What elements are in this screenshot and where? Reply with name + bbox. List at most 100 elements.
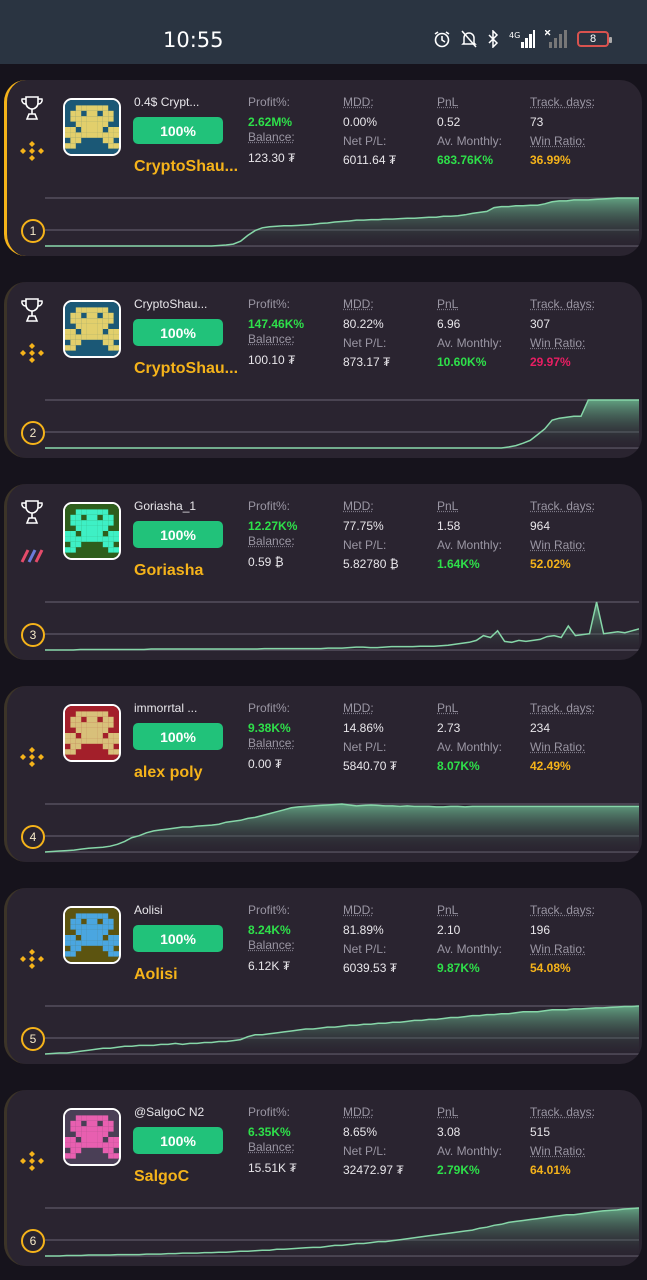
win-ratio-value: 42.49% [530, 759, 571, 773]
bot-name[interactable]: immorrtal ... [134, 701, 198, 715]
status-icons: 4G 8 [433, 30, 612, 48]
win-ratio-value: 29.97% [530, 355, 571, 369]
av-monthly-value: 8.07K% [437, 759, 480, 773]
owner-name[interactable]: alex poly [134, 764, 203, 781]
balance-label: Balance: [248, 534, 295, 548]
percent-badge: 100% [133, 723, 223, 750]
owner-name[interactable]: CryptoShau... [134, 158, 239, 175]
bot-name[interactable]: CryptoShau... [134, 297, 208, 311]
profit-value: 9.38K% [248, 721, 291, 735]
track-days-value: 234 [530, 721, 551, 735]
track-days-label: Track. days: [530, 95, 595, 109]
binance-icon [19, 138, 45, 169]
net-pl-label: Net P/L: [343, 1144, 387, 1158]
profit-label: Profit%: [248, 297, 291, 311]
rank-badge: 1 [21, 219, 45, 243]
track-days-label: Track. days: [530, 701, 595, 715]
profit-label: Profit%: [248, 95, 291, 109]
balance-value: 6.12K ₮ [248, 959, 291, 973]
win-ratio-value: 54.08% [530, 961, 571, 975]
net-pl-value: 32472.97 ₮ [343, 1163, 404, 1177]
bot-card[interactable]: Aolisi 100% Aolisi Profit%: 8.24K% Balance: 6.… [4, 888, 642, 1064]
bot-avatar[interactable] [63, 98, 121, 156]
profit-value: 12.27K% [248, 519, 298, 533]
track-days-label: Track. days: [530, 903, 595, 917]
av-monthly-label: Av. Monthly: [437, 740, 502, 754]
owner-name[interactable]: SalgoC [134, 1168, 190, 1185]
balance-label: Balance: [248, 938, 295, 952]
track-days-label: Track. days: [530, 1105, 595, 1119]
balance-label: Balance: [248, 1140, 295, 1154]
equity-line [45, 197, 639, 247]
win-ratio-value: 52.02% [530, 557, 571, 571]
profit-value: 2.62M% [248, 115, 293, 129]
profit-label: Profit%: [248, 1105, 291, 1119]
equity-chart [45, 803, 639, 853]
binance-icon [19, 1148, 45, 1179]
bot-name[interactable]: Aolisi [134, 903, 163, 917]
bot-card[interactable]: immorrtal ... 100% alex poly Profit%: 9.38K%… [4, 686, 642, 862]
mdd-label: MDD: [343, 297, 374, 311]
percent-badge: 100% [133, 521, 223, 548]
bot-name[interactable]: @SalgoC N2 [134, 1105, 205, 1119]
win-ratio-label: Win Ratio: [530, 1144, 586, 1158]
bot-name[interactable]: 0.4$ Crypt... [134, 95, 200, 109]
equity-area [45, 1208, 639, 1256]
track-days-value: 73 [530, 115, 544, 129]
net-pl-value: 5.82780 ₿ [343, 557, 399, 571]
pnl-value: 0.52 [437, 115, 461, 129]
rank-badge: 6 [21, 1229, 45, 1253]
equity-line [45, 601, 639, 651]
track-days-value: 515 [530, 1125, 551, 1139]
balance-value: 0.59 ₿ [248, 555, 284, 569]
track-days-value: 196 [530, 923, 551, 937]
clock: 10:55 [163, 28, 224, 52]
trophy-icon [19, 94, 45, 127]
bot-name[interactable]: Goriasha_1 [134, 499, 197, 513]
balance-value: 123.30 ₮ [248, 151, 296, 165]
profit-label: Profit%: [248, 701, 291, 715]
profit-value: 8.24K% [248, 923, 291, 937]
bot-avatar[interactable] [63, 502, 121, 560]
bot-card[interactable]: @SalgoC N2 100% SalgoC Profit%: 6.35K% Balanc… [4, 1090, 642, 1266]
win-ratio-value: 64.01% [530, 1163, 571, 1177]
owner-name[interactable]: CryptoShau... [134, 360, 239, 377]
owner-name[interactable]: Goriasha [134, 562, 204, 579]
bot-avatar[interactable] [63, 704, 121, 762]
equity-chart [45, 399, 639, 449]
track-days-value: 964 [530, 519, 551, 533]
percent-badge: 100% [133, 925, 223, 952]
bot-avatar[interactable] [63, 906, 121, 964]
bot-card[interactable]: Goriasha_1 100% Goriasha Profit%: 12.27K% Bal… [4, 484, 642, 660]
bot-card[interactable]: CryptoShau... 100% CryptoShau... Profit%: 14… [4, 282, 642, 458]
win-ratio-label: Win Ratio: [530, 134, 586, 148]
net-pl-label: Net P/L: [343, 538, 387, 552]
equity-area [45, 602, 639, 650]
equity-line [45, 399, 639, 449]
mdd-label: MDD: [343, 95, 374, 109]
bluetooth-icon [488, 30, 499, 48]
battery-icon: 8 [577, 31, 612, 47]
pnl-label: PnL [437, 95, 459, 109]
bot-avatar[interactable] [63, 1108, 121, 1166]
trophy-icon [19, 296, 45, 329]
win-ratio-label: Win Ratio: [530, 336, 586, 350]
pnl-label: PnL [437, 903, 459, 917]
owner-name[interactable]: Aolisi [134, 966, 178, 983]
bot-avatar[interactable] [63, 300, 121, 358]
av-monthly-value: 9.87K% [437, 961, 480, 975]
equity-area [45, 1006, 639, 1054]
track-days-label: Track. days: [530, 297, 595, 311]
bybit-icon [19, 542, 45, 573]
binance-icon [19, 946, 45, 977]
av-monthly-value: 683.76K% [437, 153, 494, 167]
bot-card[interactable]: 0.4$ Crypt... 100% CryptoShau... Profit%: 2.… [4, 80, 642, 256]
profit-label: Profit%: [248, 499, 291, 513]
net-pl-value: 873.17 ₮ [343, 355, 391, 369]
net-pl-value: 5840.70 ₮ [343, 759, 398, 773]
svg-text:4G: 4G [509, 31, 520, 40]
win-ratio-label: Win Ratio: [530, 942, 586, 956]
net-pl-label: Net P/L: [343, 134, 387, 148]
net-pl-label: Net P/L: [343, 336, 387, 350]
balance-value: 0.00 ₮ [248, 757, 283, 771]
